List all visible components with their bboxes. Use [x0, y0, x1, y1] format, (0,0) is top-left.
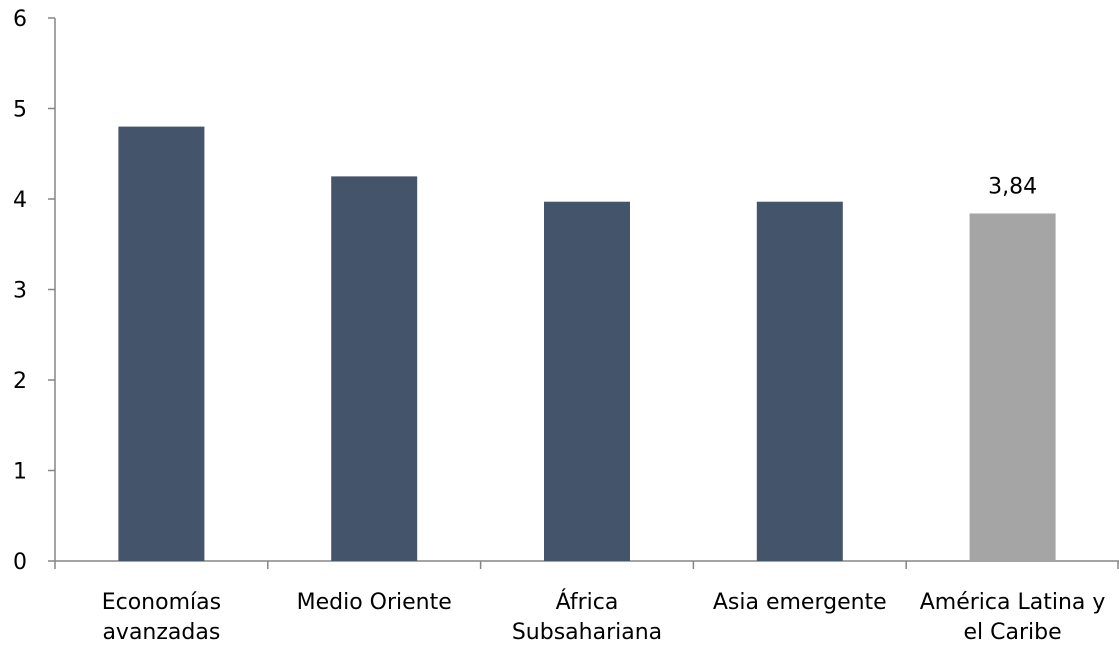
y-axis: 0 1 2 3 4 5 6 — [13, 7, 56, 575]
bar — [118, 126, 205, 561]
x-category-label: Medio Oriente — [297, 590, 452, 615]
x-category-label: América Latina y el Caribe — [920, 590, 1106, 645]
y-tick-label: 1 — [13, 460, 27, 485]
data-labels: 3,84 — [988, 174, 1037, 199]
y-tick-label: 2 — [13, 369, 27, 394]
bars — [118, 126, 1056, 562]
y-tick-label: 0 — [13, 550, 27, 575]
x-category-label: Economías avanzadas — [102, 590, 221, 645]
y-tick-label: 6 — [13, 7, 27, 32]
bar — [331, 176, 418, 561]
x-category-label: Asia emergente — [713, 590, 887, 615]
y-tick-label: 3 — [13, 279, 27, 304]
bar — [756, 201, 843, 561]
y-tick-label: 4 — [13, 188, 27, 213]
bar — [969, 213, 1056, 562]
y-tick-label: 5 — [13, 98, 27, 123]
x-category-label: África Subsahariana — [512, 589, 662, 645]
bar — [544, 201, 630, 561]
bar-data-label: 3,84 — [988, 174, 1037, 199]
x-axis: Economías avanzadas Medio Oriente África Sub… — [54, 560, 1119, 645]
